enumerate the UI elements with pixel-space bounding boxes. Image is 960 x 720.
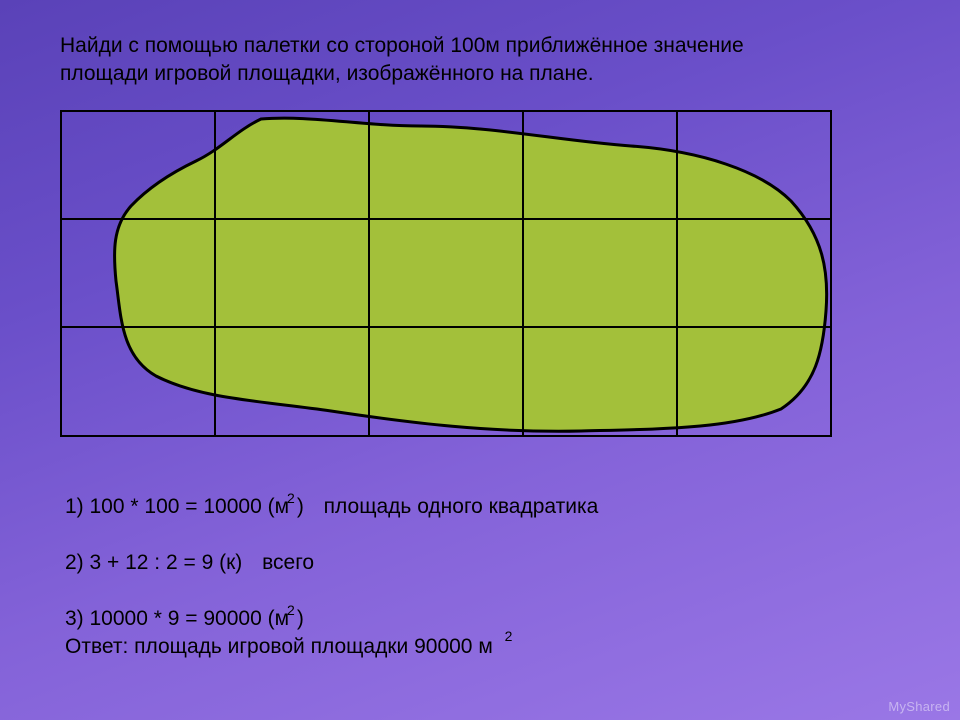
problem-line1: Найди с помощью палетки со стороной 100м… <box>60 34 744 57</box>
step-1: 1) 100 * 100 = 10000 (м2) площадь одного… <box>65 495 598 519</box>
grid-svg <box>60 110 832 437</box>
step-3: 3) 10000 * 9 = 90000 (м2) <box>65 607 598 631</box>
step3-close: ) <box>297 607 304 630</box>
slide: Найди с помощью палетки со стороной 100м… <box>0 0 960 720</box>
step1-expr: 1) 100 * 100 = 10000 (м <box>65 495 289 518</box>
grid-figure <box>60 110 832 435</box>
step2-desc: всего <box>262 551 314 574</box>
solution-block: 1) 100 * 100 = 10000 (м 2) площадь одного… <box>65 495 598 691</box>
watermark: MyShared <box>888 699 950 714</box>
answer-sup: 2 <box>505 628 513 644</box>
problem-line2: площади игровой площадки, изображённого … <box>60 62 594 85</box>
step2-expr: 2) 3 + 12 : 2 = 9 (к) <box>65 551 242 574</box>
step1-desc: площадь одного квадратика <box>324 495 599 518</box>
step1-sup: 2 <box>287 490 295 506</box>
step-2: 2) 3 + 12 : 2 = 9 (к) всего <box>65 551 598 575</box>
step3-sup: 2 <box>287 602 295 618</box>
step3-expr: 3) 10000 * 9 = 90000 (м <box>65 607 289 630</box>
playground-shape <box>115 118 827 431</box>
problem-statement: Найди с помощью палетки со стороной 100м… <box>60 32 744 89</box>
step1-close: ) <box>297 495 304 518</box>
answer: Ответ: площадь игровой площадки 90000 м … <box>65 635 598 659</box>
answer-text: Ответ: площадь игровой площадки 90000 м <box>65 635 493 658</box>
